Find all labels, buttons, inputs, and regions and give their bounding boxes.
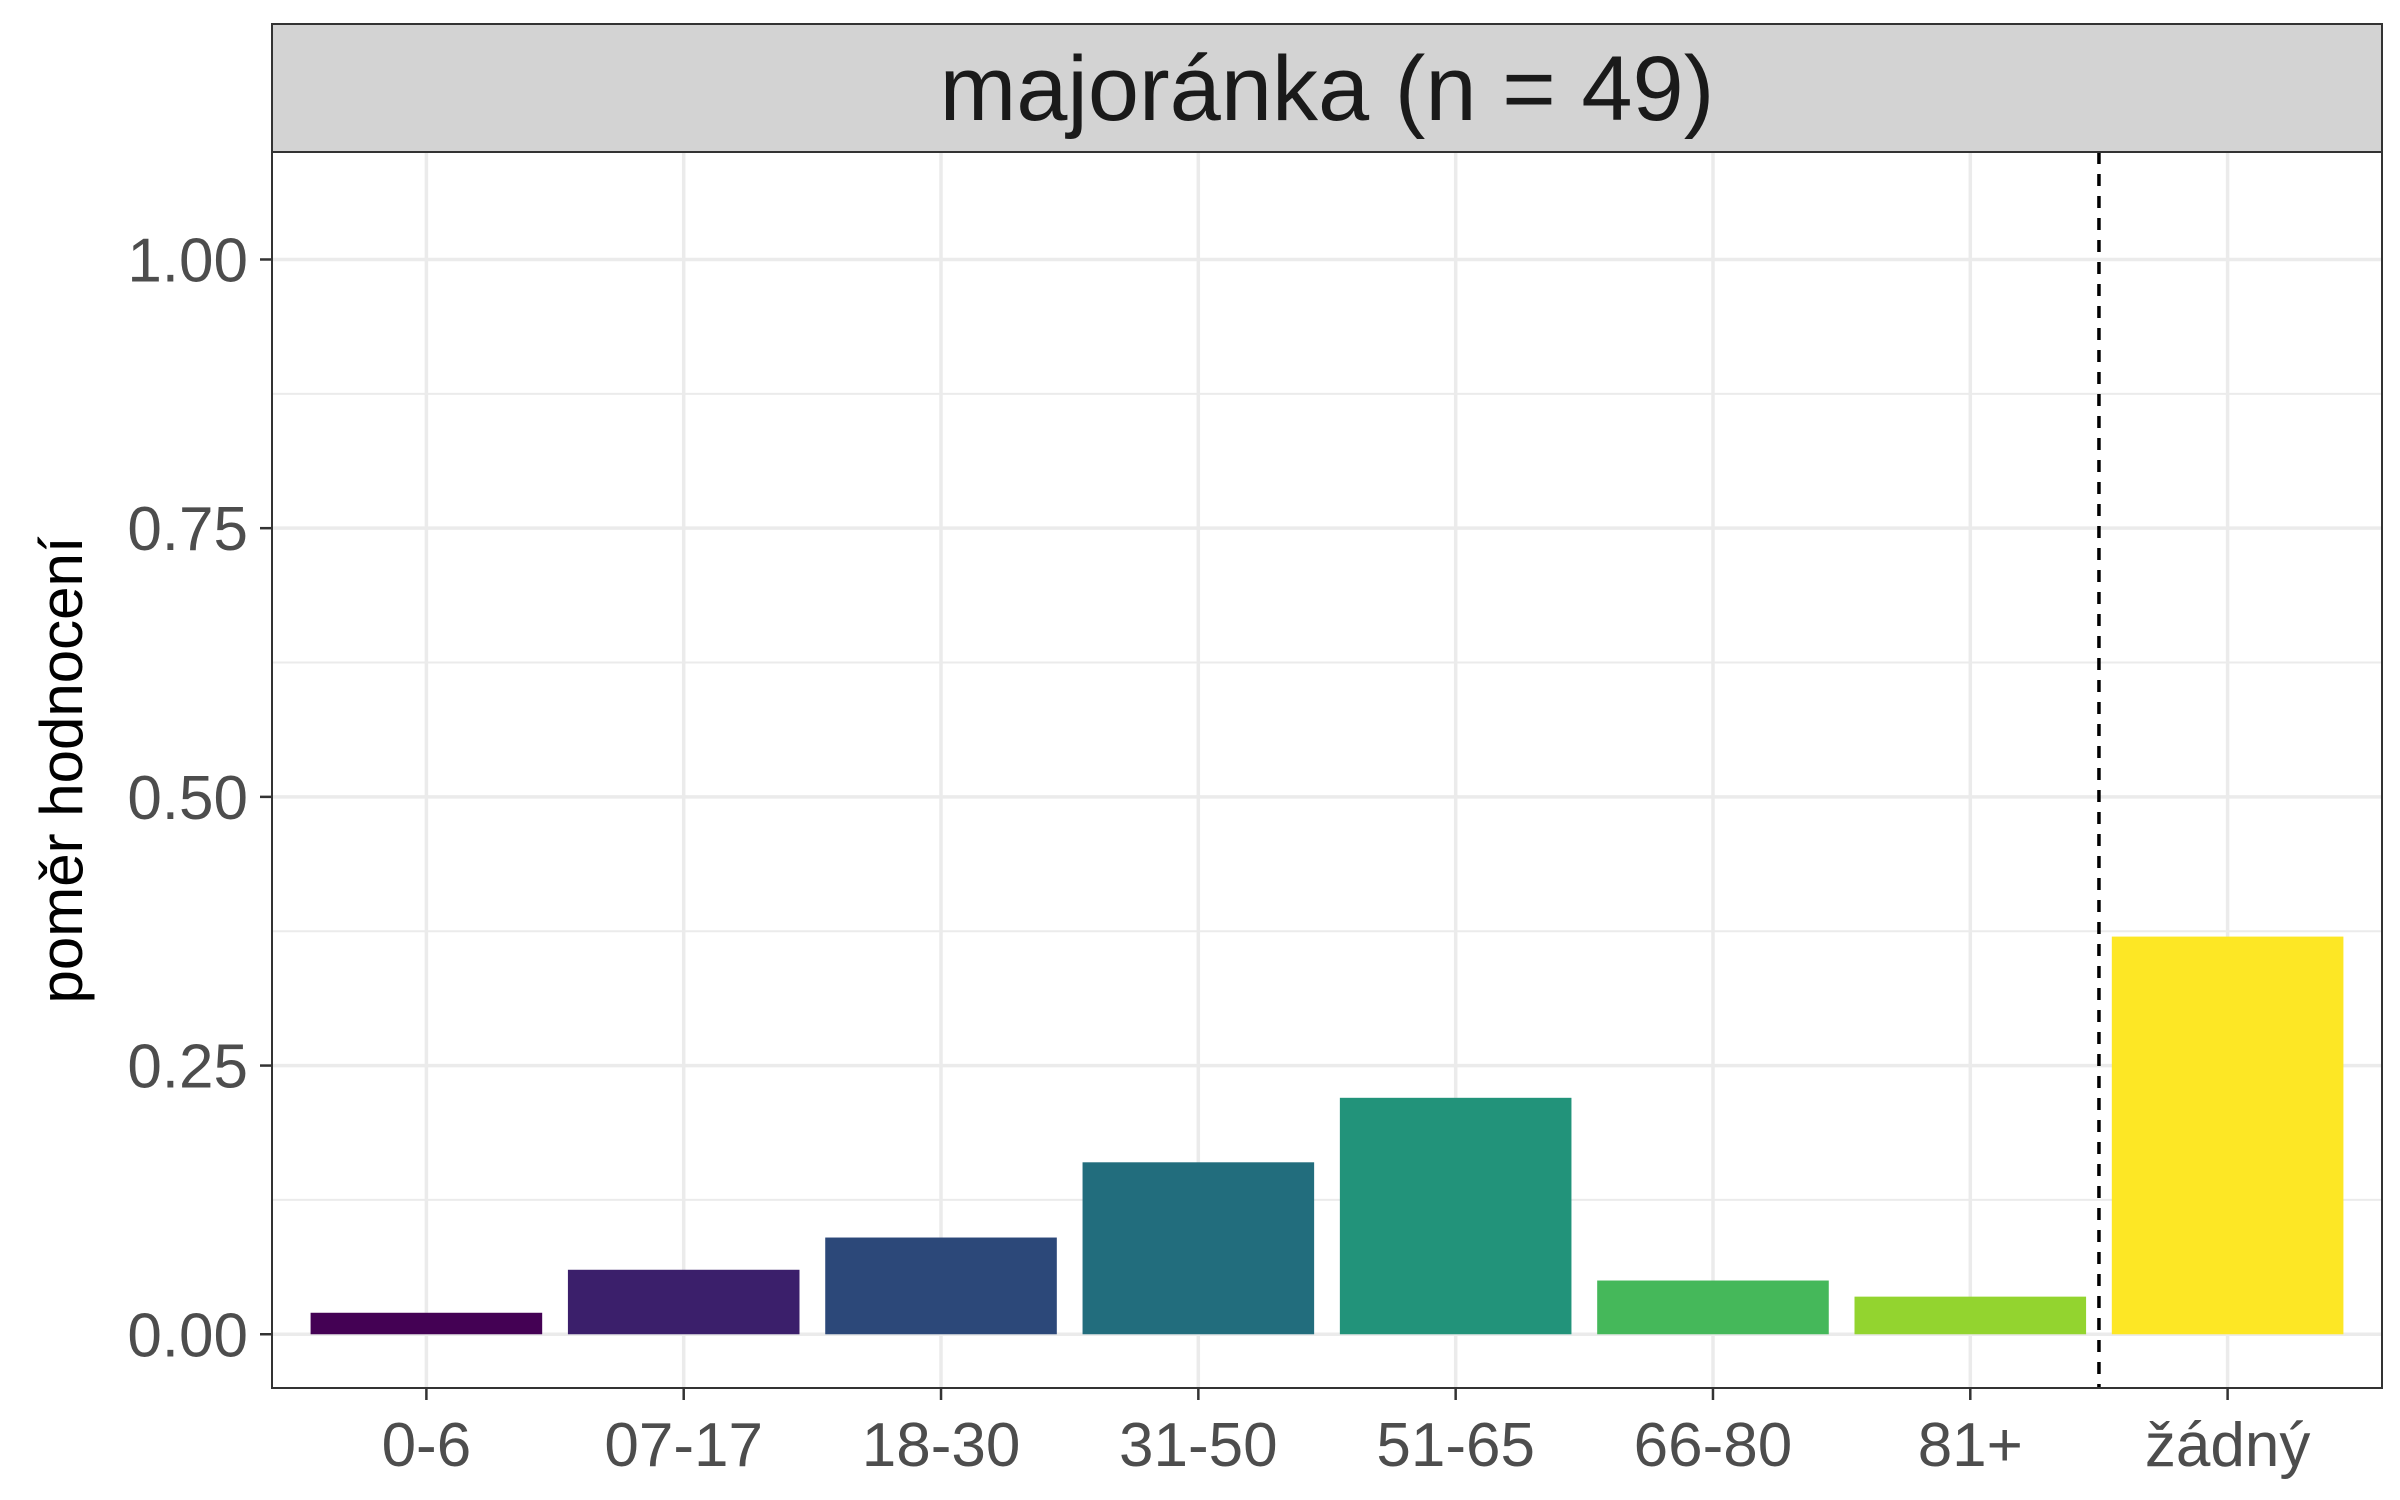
panel-border — [271, 151, 2383, 1389]
y-axis-title: poměr hodnocení — [28, 536, 95, 1003]
x-tick-label: 0-6 — [382, 1411, 472, 1480]
bar-51-65 — [1339, 1097, 1572, 1335]
bar-0-6 — [310, 1312, 543, 1335]
x-tick-label: 66-80 — [1634, 1411, 1793, 1480]
y-axis: 0.00 0.25 0.50 0.75 1.00 — [127, 226, 272, 1370]
x-tick-label: 18-30 — [862, 1411, 1021, 1480]
bar-66-80 — [1597, 1280, 1829, 1335]
bar-07-17 — [567, 1269, 800, 1335]
bar-18-30 — [825, 1237, 1057, 1335]
panel-grid — [272, 152, 2382, 1388]
y-tick-label: 0.75 — [127, 495, 248, 564]
facet-title: majoránka (n = 49) — [940, 38, 1715, 140]
x-tick-label: 81+ — [1918, 1411, 2023, 1480]
y-tick-label: 0.00 — [127, 1301, 248, 1370]
facet-strip: majoránka (n = 49) — [271, 23, 2383, 153]
bar-81+ — [1854, 1296, 2087, 1335]
x-tick-label: 51-65 — [1376, 1411, 1535, 1480]
bars — [310, 936, 2344, 1335]
x-tick-label: žádný — [2145, 1411, 2310, 1480]
x-axis: 0-6 07-17 18-30 31-50 51-65 66-80 81+ žádný — [382, 1388, 2310, 1480]
y-tick-label: 0.50 — [127, 764, 248, 833]
x-tick-label: 31-50 — [1119, 1411, 1278, 1480]
bar-31-50 — [1082, 1162, 1315, 1335]
y-tick-label: 0.25 — [127, 1033, 248, 1102]
bar-žádný — [2111, 936, 2344, 1335]
x-tick-label: 07-17 — [604, 1411, 763, 1480]
y-tick-label: 1.00 — [127, 226, 248, 295]
facet-strip-background — [271, 23, 2383, 153]
